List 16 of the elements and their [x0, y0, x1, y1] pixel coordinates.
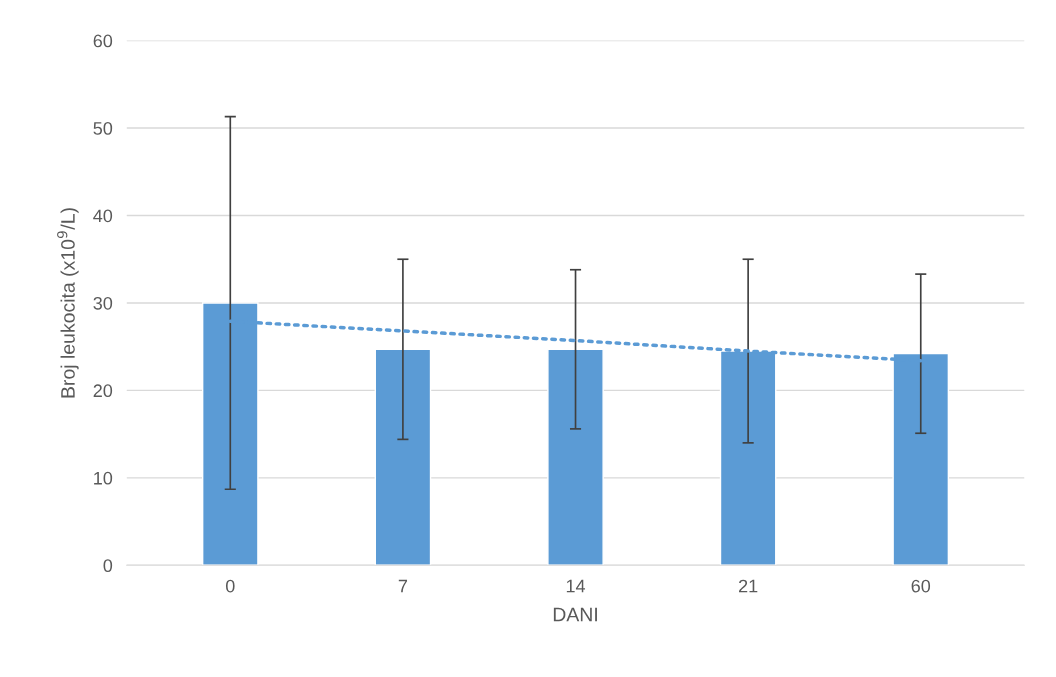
x-tick-label: 7 [398, 579, 408, 593]
y-tick-label: 20 [93, 384, 113, 398]
x-tick-label: 0 [225, 579, 235, 593]
y-axis-title: Broj leukocita (x10$^{9}$/L) [57, 208, 79, 398]
y-tick-label: 40 [93, 209, 113, 223]
bar [374, 348, 432, 566]
y-tick-label: 0 [103, 559, 113, 573]
x-axis-title: DANI [553, 607, 597, 622]
x-tick-label: 21 [739, 579, 758, 593]
x-tick-label: 14 [566, 579, 586, 593]
x-tick-label: 60 [911, 579, 931, 593]
y-tick-label: 10 [94, 471, 113, 485]
y-tick-label: 60 [93, 34, 113, 48]
bar [547, 348, 604, 566]
y-tick-label: 30 [93, 296, 113, 310]
y-tick-label: 50 [93, 122, 113, 135]
